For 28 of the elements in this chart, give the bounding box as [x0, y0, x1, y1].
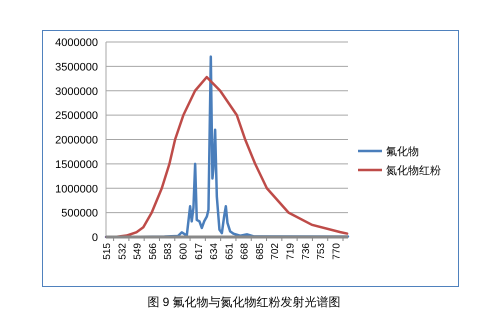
- text: 图 9 氟化物与氮化物红粉发射光谱图: [147, 295, 341, 309]
- x-tick-label: 583: [163, 242, 174, 260]
- x-tick-label: 515: [102, 242, 113, 260]
- x-tick-label: 634: [209, 242, 220, 260]
- x-tick-label: 600: [178, 242, 190, 260]
- legend-label: 氟化物: [386, 146, 419, 158]
- y-tick-label: 3000000: [55, 86, 98, 98]
- y-tick-label: 500000: [61, 208, 98, 220]
- x-tick-label: 719: [286, 242, 297, 260]
- x-tick-label: 770: [331, 242, 342, 260]
- x-tick-label: 617: [194, 242, 205, 260]
- y-tick-label: 2500000: [55, 110, 98, 122]
- y-tick-label: 3500000: [55, 61, 98, 74]
- y-tick-label: 2000000: [55, 134, 98, 146]
- x-tick-label: 651: [224, 242, 236, 260]
- x-tick-label: 685: [254, 242, 266, 260]
- x-tick-label: 549: [132, 242, 144, 260]
- x-tick-label: 566: [148, 242, 159, 260]
- y-tick-label: 4000000: [55, 37, 98, 49]
- y-tick-label: 1000000: [55, 183, 98, 196]
- x-tick-label: 736: [300, 242, 312, 260]
- y-tick-label: 1500000: [55, 158, 98, 171]
- x-tick-label: 532: [117, 242, 128, 260]
- x-tick-label: 753: [316, 242, 328, 260]
- x-tick-label: 702: [270, 242, 282, 260]
- x-tick-label: 668: [240, 242, 251, 260]
- legend-label: 氮化物红粉: [386, 165, 441, 177]
- y-tick-label: 0: [92, 232, 98, 244]
